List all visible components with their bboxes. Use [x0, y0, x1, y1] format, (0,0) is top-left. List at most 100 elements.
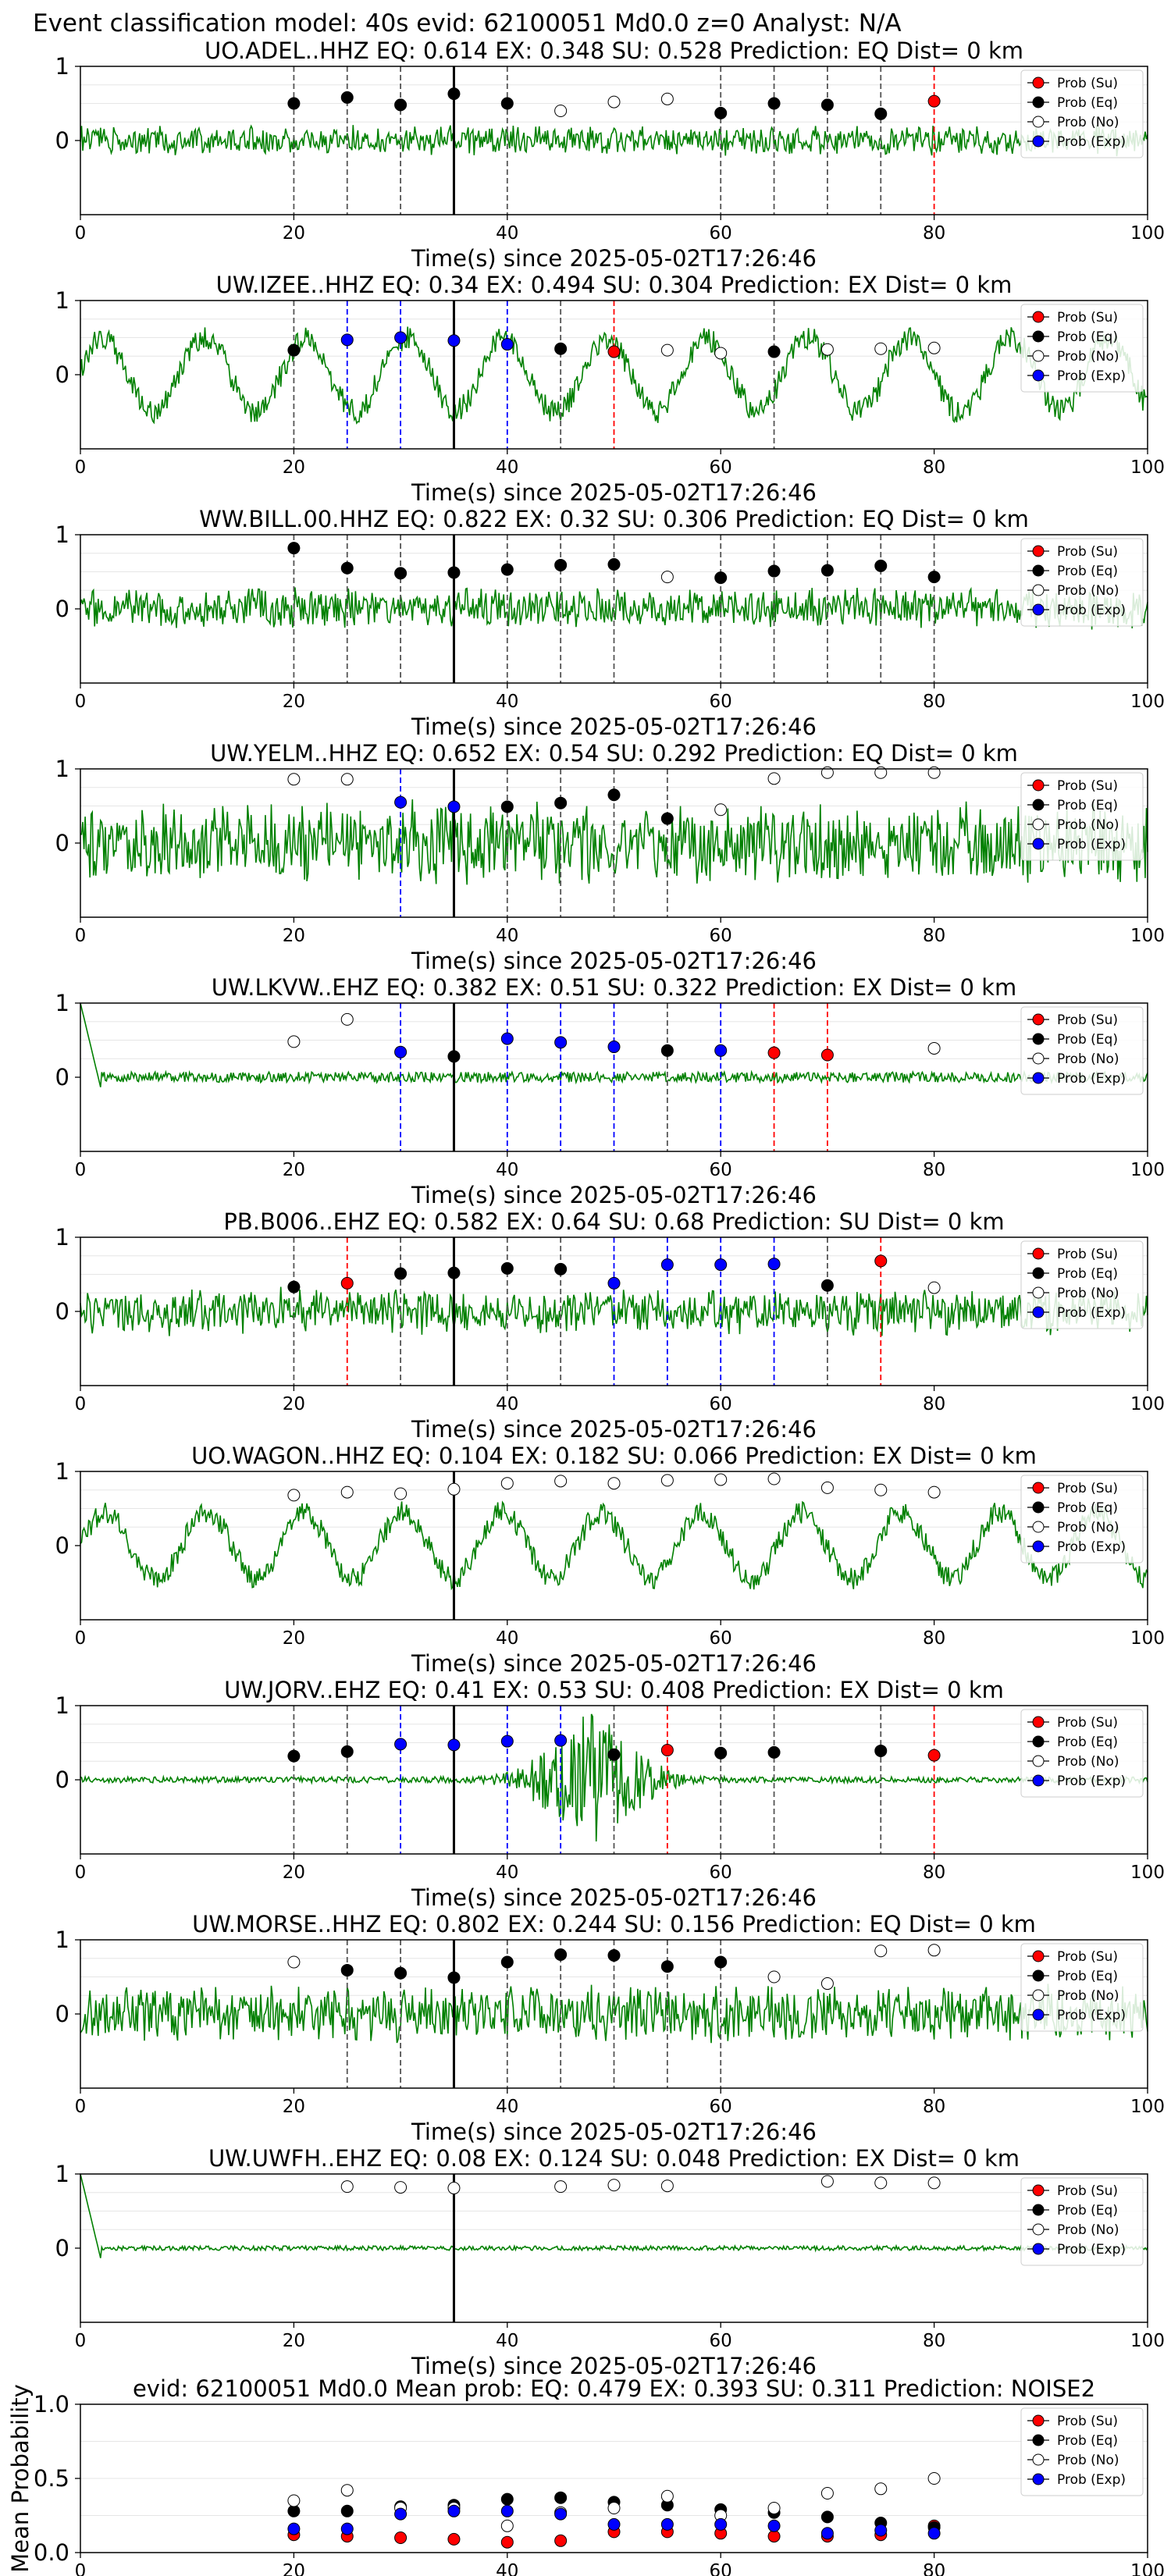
- legend-box: [1020, 1006, 1144, 1095]
- legend-label: Prob (No): [1057, 2453, 1119, 2468]
- y-tick-label: 1: [55, 53, 69, 80]
- legend-box: [1020, 1709, 1144, 1798]
- waveform-trace: [80, 124, 1148, 157]
- y-tick-label: 0: [55, 1767, 69, 1793]
- x-tick-label: 0: [75, 926, 87, 946]
- legend-marker-eq: [1032, 799, 1045, 811]
- x-tick-label: 0: [75, 2097, 87, 2117]
- panel-1: 0 20 40 60 80 100 1 0 UO.ADEL..HHZ EQ: 0.614 EX:…: [55, 37, 1165, 272]
- legend: Prob (Su) Prob (Eq) Prob (No) Prob (Exp): [1020, 1709, 1144, 1798]
- x-tick-label: 100: [1130, 926, 1165, 946]
- panel-title: evid: 62100051 Md0.0 Mean prob: EQ: 0.47…: [133, 2375, 1095, 2402]
- prob-marker-no: [447, 2182, 461, 2195]
- x-tick-label: 100: [1130, 223, 1165, 244]
- prob-marker-no: [820, 1481, 834, 1494]
- prob-marker-eq: [340, 1745, 354, 1758]
- panel-title: UW.LKVW..EHZ EQ: 0.382 EX: 0.51 SU: 0.32…: [212, 974, 1017, 1001]
- legend-marker-exp: [1032, 1072, 1045, 1084]
- panel-title: UW.MORSE..HHZ EQ: 0.802 EX: 0.244 SU: 0.…: [192, 1911, 1036, 1937]
- x-axis-label: Time(s) since 2025-05-02T17:26:46: [411, 948, 817, 974]
- legend-label: Prob (Exp): [1057, 2472, 1126, 2488]
- mean-marker-eq: [820, 2510, 834, 2524]
- legend-label: Prob (Eq): [1057, 798, 1118, 813]
- legend-marker-exp: [1032, 2008, 1045, 2021]
- x-tick-label: 100: [1130, 2097, 1165, 2117]
- panel-9: 0 20 40 60 80 100 1 0 UW.MORSE..HHZ EQ: 0.802 EX…: [55, 1911, 1165, 2145]
- x-tick-label: 60: [710, 1628, 732, 1649]
- prob-marker-no: [767, 1970, 781, 1984]
- legend-marker-no: [1032, 818, 1045, 831]
- mean-marker-no: [500, 2519, 514, 2532]
- mean-marker-exp: [820, 2527, 834, 2540]
- legend-marker-su: [1032, 311, 1045, 323]
- panel-7: 0 20 40 60 80 100 1 0 UO.WAGON..HHZ EQ: 0.104 EX…: [55, 1443, 1165, 1677]
- prob-marker-eq: [447, 566, 461, 579]
- y-tick-label: 0: [55, 1298, 69, 1325]
- legend-label: Prob (No): [1057, 115, 1119, 130]
- prob-marker-no: [660, 2179, 674, 2193]
- legend-label: Prob (Eq): [1057, 1735, 1118, 1750]
- prob-marker-eq: [447, 1971, 461, 1984]
- legend-marker-exp: [1032, 135, 1045, 148]
- y-tick-label: 1: [55, 1927, 69, 1953]
- prob-marker-no: [554, 105, 568, 117]
- prob-marker-exp: [714, 1044, 728, 1057]
- legend-label: Prob (Su): [1057, 1481, 1118, 1496]
- x-tick-label: 60: [710, 2561, 732, 2576]
- y-tick-label: 1: [55, 1692, 69, 1719]
- prob-marker-eq: [767, 564, 781, 578]
- panel-11: 0 20 40 60 80 100 1.0 0.5 0.0 evid: 62100051 Md0.…: [7, 2375, 1165, 2576]
- x-tick-label: 40: [496, 1628, 518, 1649]
- prob-marker-exp: [447, 800, 461, 813]
- mean-marker-no: [607, 2502, 621, 2514]
- legend-marker-exp: [1032, 2473, 1045, 2485]
- x-tick-label: 20: [283, 2561, 305, 2576]
- x-tick-label: 40: [496, 457, 518, 478]
- prob-marker-su: [927, 1749, 941, 1762]
- legend-marker-exp: [1032, 838, 1045, 850]
- y-tick-label: 0: [55, 596, 69, 622]
- legend-marker-su: [1032, 1482, 1045, 1494]
- x-tick-label: 0: [75, 2561, 87, 2576]
- mean-marker-su: [554, 2534, 568, 2547]
- prob-marker-eq: [554, 796, 568, 809]
- x-tick-label: 40: [496, 1394, 518, 1414]
- mean-marker-eq: [500, 2492, 514, 2506]
- legend-marker-eq: [1032, 564, 1045, 577]
- x-tick-label: 20: [283, 1628, 305, 1649]
- x-tick-label: 100: [1130, 2331, 1165, 2351]
- mean-marker-exp: [447, 2504, 461, 2517]
- y-tick-label: 0: [55, 2235, 69, 2261]
- y-tick-label: 1: [55, 990, 69, 1016]
- legend-box: [1020, 538, 1144, 627]
- prob-marker-eq: [554, 342, 568, 355]
- legend-marker-su: [1032, 76, 1045, 89]
- panel-6: 0 20 40 60 80 100 1 0 PB.B006..EHZ EQ: 0.582 EX:…: [55, 1208, 1165, 1443]
- mean-marker-no: [660, 2489, 674, 2503]
- legend-marker-su: [1032, 779, 1045, 792]
- x-tick-label: 60: [710, 1394, 732, 1414]
- x-tick-label: 80: [923, 2331, 945, 2351]
- legend: Prob (Su) Prob (Eq) Prob (No) Prob (Exp): [1020, 304, 1144, 393]
- x-axis-label: Time(s) since 2025-05-02T17:26:46: [411, 2353, 817, 2379]
- x-tick-label: 100: [1130, 1394, 1165, 1414]
- mean-marker-exp: [607, 2517, 621, 2531]
- y-tick-label: 0: [55, 1532, 69, 1559]
- x-axis-label: Time(s) since 2025-05-02T17:26:46: [411, 1650, 817, 1677]
- legend-marker-exp: [1032, 1774, 1045, 1787]
- prob-marker-eq: [447, 1050, 461, 1063]
- y-tick-label: 0: [55, 830, 69, 856]
- legend-label: Prob (No): [1057, 1754, 1119, 1770]
- axes-frame: [80, 1471, 1148, 1621]
- prob-marker-su: [874, 1254, 888, 1268]
- legend-label: Prob (Su): [1057, 1012, 1118, 1028]
- legend-marker-exp: [1032, 1540, 1045, 1553]
- mean-marker-su: [394, 2532, 408, 2544]
- prob-marker-exp: [447, 1738, 461, 1752]
- x-tick-label: 80: [923, 2097, 945, 2117]
- legend-box: [1020, 772, 1144, 861]
- x-tick-label: 100: [1130, 1160, 1165, 1180]
- mean-marker-eq: [554, 2491, 568, 2504]
- prob-marker-eq: [714, 106, 728, 119]
- legend-marker-no: [1032, 350, 1045, 362]
